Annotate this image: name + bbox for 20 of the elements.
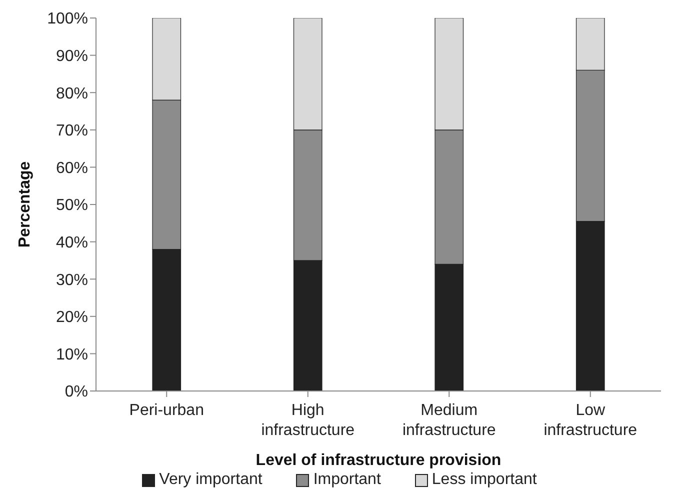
x-tick-label: Peri-urban bbox=[129, 402, 204, 419]
x-tick-label: Low infrastructure bbox=[544, 402, 638, 439]
y-tick-label: 20% bbox=[56, 309, 88, 326]
y-tick-label: 80% bbox=[56, 85, 88, 102]
legend-label: Important bbox=[312, 471, 381, 489]
x-tick-label: High infrastructure bbox=[261, 402, 355, 439]
y-tick-label: 10% bbox=[56, 346, 88, 364]
y-tick-label: 50% bbox=[56, 197, 88, 214]
y-tick-label: 70% bbox=[56, 122, 88, 140]
x-tick-label: Medium infrastructure bbox=[402, 402, 496, 439]
x-axis-title: Level of infrastructure provision bbox=[256, 452, 502, 469]
y-tick-label: 90% bbox=[56, 48, 88, 65]
y-tick-label: 0% bbox=[64, 384, 88, 401]
y-tick-label: 100% bbox=[47, 10, 88, 28]
y-tick-label: 30% bbox=[56, 272, 88, 289]
y-tick-label: 40% bbox=[56, 234, 88, 252]
legend-label: Less important bbox=[430, 471, 537, 489]
y-axis-title: Percentage bbox=[16, 161, 34, 248]
y-tick-label: 60% bbox=[56, 160, 88, 177]
legend-label: Very important bbox=[158, 471, 262, 489]
